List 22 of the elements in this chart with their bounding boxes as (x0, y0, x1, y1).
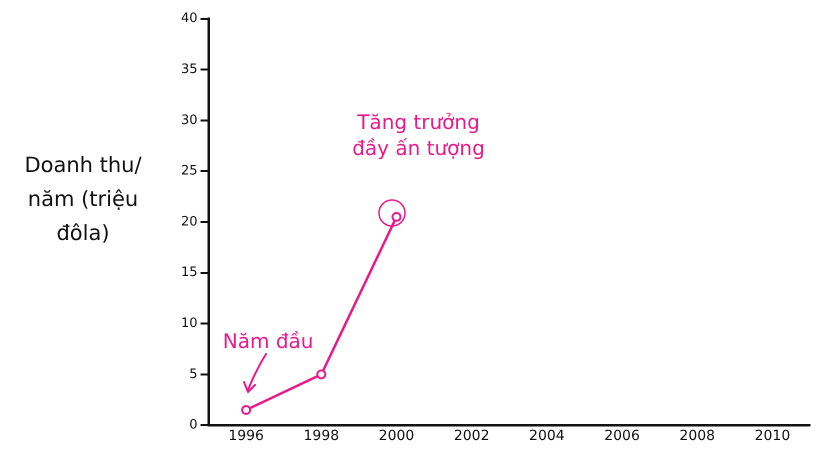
x-tick-label: 2010 (754, 428, 790, 444)
y-tick-label: 25 (180, 164, 198, 179)
x-tick-label: 1996 (228, 428, 264, 444)
x-tick-label: 1998 (303, 428, 340, 444)
annotation: Tăng trưởng đầy ấn tượng (352, 110, 485, 160)
y-tick-label: 40 (180, 11, 198, 26)
x-tick-label: 2002 (454, 428, 490, 444)
point (241, 404, 252, 415)
y-tick-label: 30 (180, 112, 198, 128)
y-tick-label: 35 (180, 62, 198, 77)
annotation: Năm đầu (222, 328, 314, 353)
x-tick-label: 2000 (378, 428, 414, 444)
y-axis-title: Doanh thu/ năm (triệu đôla) (23, 152, 143, 247)
x-tick-label: 2008 (679, 428, 716, 444)
y-tick-label: 20 (180, 214, 198, 230)
y-tick-label: 0 (189, 418, 198, 433)
y-tick-label: 15 (180, 265, 198, 280)
point (316, 369, 326, 380)
x-tick-label: 2006 (604, 428, 640, 444)
y-tick-label: 10 (180, 316, 198, 331)
x-tick-label: 2004 (529, 428, 565, 444)
y-tick-label: 5 (189, 366, 198, 382)
